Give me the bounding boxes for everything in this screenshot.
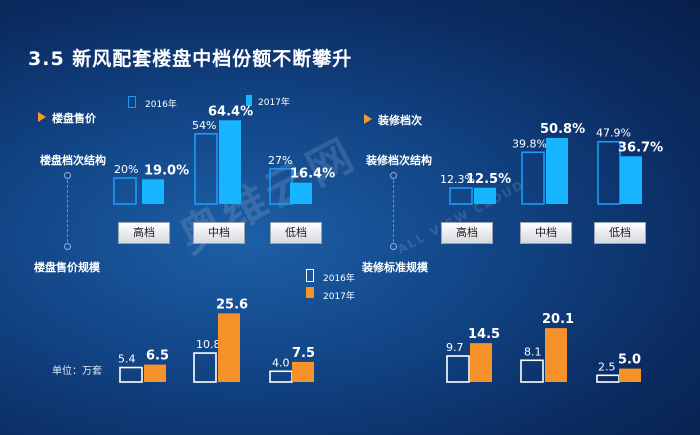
bar-1-低档-2017年	[620, 156, 642, 204]
bar-1-低档-2016年	[597, 140, 621, 205]
data-label-3-低档-2017年: 5.0	[618, 353, 641, 368]
data-label-2-中档-2016年: 10.8	[196, 338, 221, 351]
left-header: 楼盘售价	[52, 112, 96, 125]
right-connector	[393, 180, 394, 242]
legend-scale-2016-label: 2016年	[323, 274, 355, 284]
bar-3-中档-2017年	[545, 328, 567, 382]
legend-scale-2017-swatch	[306, 287, 314, 298]
data-label-2-高档-2016年: 5.4	[118, 353, 136, 366]
bar-3-高档-2017年	[470, 343, 492, 382]
legend-scale-2017-label: 2017年	[323, 292, 355, 302]
category-low-right: 低档	[594, 222, 646, 244]
bar-0-高档-2017年	[142, 179, 164, 204]
right-dot-bottom	[390, 243, 397, 250]
category-mid-left: 中档	[193, 222, 245, 244]
bar-2-低档-2017年	[292, 361, 314, 382]
category-mid-right: 中档	[520, 222, 572, 244]
bar-1-中档-2017年	[546, 137, 568, 204]
legend-scale-2016-swatch	[306, 269, 314, 282]
data-label-2-低档-2016年: 4.0	[272, 356, 290, 369]
left-connector	[67, 180, 68, 242]
right-struct-label: 装修档次结构	[366, 154, 432, 167]
data-label-2-低档-2017年: 7.5	[292, 346, 315, 361]
legend-2017-label: 2017年	[258, 98, 290, 108]
bar-3-高档-2016年	[446, 355, 470, 383]
bar-2-高档-2016年	[119, 366, 143, 383]
unit-label: 单位：万套	[52, 366, 102, 377]
bar-0-中档-2016年	[194, 133, 218, 205]
right-scale-label: 装修标准规模	[362, 261, 428, 274]
data-label-1-中档-2017年: 50.8%	[540, 122, 585, 137]
bar-2-中档-2017年	[218, 313, 240, 382]
legend-2017-swatch	[246, 95, 252, 106]
bar-1-中档-2016年	[521, 151, 545, 205]
data-label-1-高档-2017年: 12.5%	[466, 172, 511, 187]
left-dot-top	[64, 172, 71, 179]
legend-2016-label: 2016年	[145, 100, 177, 110]
left-struct-label: 楼盘档次结构	[40, 154, 106, 167]
category-low-left: 低档	[270, 222, 322, 244]
data-label-2-中档-2017年: 25.6	[216, 297, 248, 312]
data-label-1-低档-2016年: 47.9%	[596, 127, 631, 140]
data-label-0-低档-2017年: 16.4%	[290, 167, 335, 182]
data-label-3-低档-2016年: 2.5	[598, 360, 616, 373]
data-label-0-高档-2016年: 20%	[114, 163, 138, 176]
data-label-0-中档-2017年: 64.4%	[208, 104, 253, 119]
data-label-1-低档-2017年: 36.7%	[618, 140, 663, 155]
left-scale-label: 楼盘售价规模	[34, 261, 100, 274]
bar-2-高档-2017年	[144, 364, 166, 382]
bar-3-低档-2016年	[596, 374, 620, 383]
data-label-1-中档-2016年: 39.8%	[512, 137, 547, 150]
bar-1-高档-2017年	[474, 187, 496, 204]
legend-2016-swatch	[128, 96, 136, 108]
data-label-3-中档-2017年: 20.1	[542, 312, 574, 327]
bar-1-高档-2016年	[449, 187, 473, 205]
bar-0-低档-2016年	[269, 168, 293, 205]
bar-0-低档-2017年	[290, 182, 312, 204]
data-label-0-中档-2016年: 54%	[192, 119, 216, 132]
bar-3-中档-2016年	[520, 359, 544, 383]
right-dot-top	[390, 172, 397, 179]
category-high-right: 高档	[441, 222, 493, 244]
category-high-left: 高档	[118, 222, 170, 244]
bar-0-高档-2016年	[113, 177, 137, 205]
data-label-0-低档-2016年: 27%	[268, 154, 292, 167]
data-label-3-高档-2017年: 14.5	[468, 327, 500, 342]
right-header-arrow-icon	[364, 114, 372, 124]
data-label-0-高档-2017年: 19.0%	[144, 163, 189, 178]
page-title: 3.5 新风配套楼盘中档份额不断攀升	[28, 48, 353, 70]
bar-2-低档-2016年	[269, 370, 293, 383]
bar-3-低档-2017年	[619, 368, 641, 382]
data-label-3-高档-2016年: 9.7	[446, 341, 464, 354]
data-label-1-高档-2016年: 12.3%	[440, 173, 475, 186]
data-label-2-高档-2017年: 6.5	[146, 349, 169, 364]
left-header-arrow-icon	[38, 112, 46, 122]
right-header: 装修档次	[378, 114, 422, 127]
data-label-3-中档-2016年: 8.1	[524, 345, 542, 358]
bar-0-中档-2017年	[219, 120, 241, 204]
bar-2-中档-2016年	[193, 352, 217, 383]
left-dot-bottom	[64, 243, 71, 250]
